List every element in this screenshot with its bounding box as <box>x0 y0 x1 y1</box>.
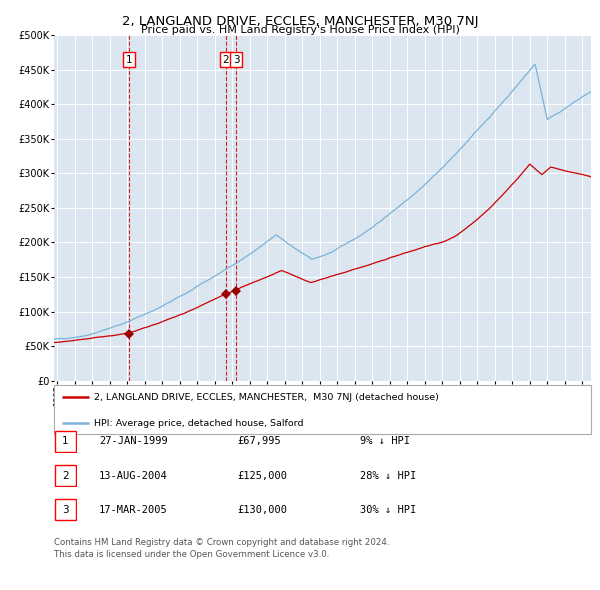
Text: £130,000: £130,000 <box>237 505 287 514</box>
Text: 3: 3 <box>233 54 239 64</box>
Text: 17-MAR-2005: 17-MAR-2005 <box>99 505 168 514</box>
Text: 2, LANGLAND DRIVE, ECCLES, MANCHESTER,  M30 7NJ (detached house): 2, LANGLAND DRIVE, ECCLES, MANCHESTER, M… <box>94 393 439 402</box>
Text: 13-AUG-2004: 13-AUG-2004 <box>99 471 168 480</box>
Text: 28% ↓ HPI: 28% ↓ HPI <box>360 471 416 480</box>
Text: 9% ↓ HPI: 9% ↓ HPI <box>360 437 410 446</box>
Text: 1: 1 <box>62 437 69 446</box>
FancyBboxPatch shape <box>55 431 76 452</box>
Text: 2: 2 <box>62 471 69 480</box>
Text: Contains HM Land Registry data © Crown copyright and database right 2024.: Contains HM Land Registry data © Crown c… <box>54 538 389 547</box>
Text: 2: 2 <box>223 54 229 64</box>
Text: £125,000: £125,000 <box>237 471 287 480</box>
Text: This data is licensed under the Open Government Licence v3.0.: This data is licensed under the Open Gov… <box>54 550 329 559</box>
Text: Price paid vs. HM Land Registry's House Price Index (HPI): Price paid vs. HM Land Registry's House … <box>140 25 460 35</box>
FancyBboxPatch shape <box>55 465 76 486</box>
Text: £67,995: £67,995 <box>237 437 281 446</box>
Text: 1: 1 <box>125 54 132 64</box>
Text: 3: 3 <box>62 505 69 514</box>
FancyBboxPatch shape <box>54 385 591 434</box>
FancyBboxPatch shape <box>55 499 76 520</box>
Text: 2, LANGLAND DRIVE, ECCLES, MANCHESTER, M30 7NJ: 2, LANGLAND DRIVE, ECCLES, MANCHESTER, M… <box>122 15 478 28</box>
Text: 27-JAN-1999: 27-JAN-1999 <box>99 437 168 446</box>
Text: 30% ↓ HPI: 30% ↓ HPI <box>360 505 416 514</box>
Text: HPI: Average price, detached house, Salford: HPI: Average price, detached house, Salf… <box>94 418 304 428</box>
